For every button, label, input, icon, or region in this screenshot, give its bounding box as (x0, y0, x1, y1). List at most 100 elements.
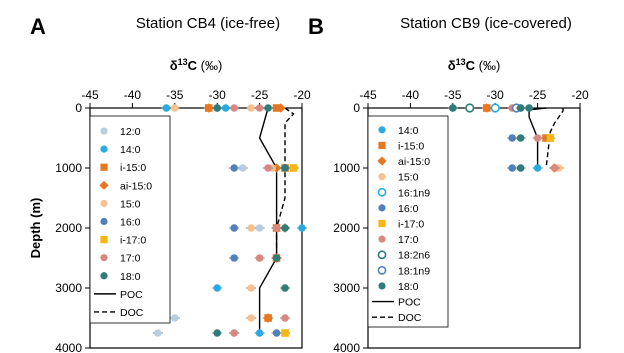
panel-a: A Station CB4 (ice-free) δ13C (‰) Depth (m)… (28, 14, 311, 353)
legend-marker (100, 199, 108, 208)
data-point-14-0 (162, 104, 171, 112)
x-axis-label: δ13C (‰) (170, 57, 223, 73)
data-point-15-0 (247, 314, 255, 322)
legend-marker (99, 180, 109, 190)
data-point-18-0 (213, 329, 221, 337)
data-point-14-0 (298, 224, 306, 232)
x-axis-label-delta: δ (170, 58, 178, 73)
data-point-18-2n6 (465, 103, 475, 113)
x-axis-label-c: C (188, 58, 198, 73)
x-axis-label-sup: 13 (178, 57, 188, 67)
data-point-16-1n9 (490, 103, 500, 113)
data-point-12-0 (255, 224, 264, 232)
data-point-17-0 (230, 329, 238, 337)
legend-marker (378, 235, 386, 243)
legend-marker (377, 265, 387, 275)
x-tick-label: -35 (444, 88, 462, 102)
data-point-16-0 (230, 224, 238, 232)
legend-marker (378, 141, 386, 150)
panel-b: B Station CB9 (ice-covered) δ13C (‰) -45 -40… (308, 14, 589, 353)
y-tick-label: 0 (353, 101, 360, 115)
y-tick-label: 4000 (55, 341, 82, 353)
panel-title: Station CB9 (ice-covered) (400, 15, 572, 32)
legend-marker (100, 127, 108, 135)
data-point-15-0 (171, 104, 179, 112)
data-point-15-0 (247, 284, 255, 292)
legend-marker (377, 187, 387, 197)
legend-label: DOC (398, 312, 422, 324)
legend-label: 16:0 (398, 203, 419, 215)
data-point-15-0 (247, 104, 255, 112)
legend-marker (100, 145, 108, 153)
legend-label: 18:2n6 (398, 250, 430, 262)
x-tick-label: -40 (124, 88, 142, 102)
x-tick-label: -25 (529, 88, 547, 102)
data-point-18-0 (525, 104, 533, 112)
y-tick-label: 2000 (333, 221, 360, 235)
x-tick-label: -30 (487, 88, 505, 102)
legend-marker (378, 282, 386, 290)
legend-label: 16:0 (120, 217, 141, 229)
x-tick-label: -30 (209, 88, 227, 102)
data-point-18-0 (449, 104, 457, 112)
poc-line (528, 107, 547, 168)
legend-label: i-17:0 (398, 219, 424, 231)
data-point-17-0 (255, 254, 264, 262)
x-tick-label: -40 (402, 88, 420, 102)
data-point-18-0 (281, 164, 289, 172)
legend-label: 18:0 (398, 281, 419, 293)
legend-label: 15:0 (398, 172, 419, 184)
data-point-ai-15-0 (263, 313, 273, 323)
data-point-18-0 (264, 104, 272, 112)
x-tick-label: -25 (251, 88, 269, 102)
data-point-i-17-0 (289, 164, 298, 172)
y-tick-label: 0 (75, 101, 82, 115)
data-point-17-0 (550, 164, 559, 172)
legend-label: i-15:0 (120, 162, 146, 174)
data-point-14-0 (533, 164, 542, 172)
data-point-12-0 (171, 314, 179, 322)
doc-line (275, 107, 295, 258)
data-point-18-0 (281, 284, 289, 292)
x-tick-label: -45 (359, 88, 377, 102)
data-point-17-0 (281, 314, 289, 322)
data-point-16-0 (230, 164, 238, 172)
data-point-16-0 (230, 254, 238, 262)
data-point-17-0 (255, 104, 264, 112)
legend-marker (377, 250, 387, 260)
y-tick-label: 3000 (55, 281, 82, 295)
legend-label: ai-15:0 (398, 156, 430, 168)
data-point-14-0 (213, 284, 221, 292)
x-tick-label: -20 (571, 88, 589, 102)
x-axis-label: δ13C (‰) (448, 57, 501, 73)
legend-marker (100, 235, 108, 244)
legend-label: i-15:0 (398, 140, 424, 152)
legend-marker (100, 254, 108, 262)
data-point-18-0 (516, 134, 525, 142)
doc-line (545, 108, 564, 169)
y-tick-label: 4000 (333, 341, 360, 353)
panel-title: Station CB4 (ice-free) (136, 15, 280, 32)
x-axis-label-c: C (466, 58, 476, 73)
legend-marker (378, 204, 386, 212)
data-point-i-17-0 (546, 134, 555, 142)
data-point-16-0 (508, 134, 516, 142)
legend-marker (100, 163, 108, 171)
data-point-14-0 (221, 104, 230, 112)
data-point-12-0 (238, 164, 247, 172)
legend-marker (100, 217, 108, 226)
legend-marker (377, 156, 387, 166)
data-point-ai-15-0 (276, 103, 286, 113)
x-axis-label-rest: (‰) (475, 58, 500, 73)
legend-marker (378, 126, 386, 134)
data-point-18-0 (516, 104, 525, 112)
data-point-17-0 (533, 134, 542, 142)
legend-label: ai-15:0 (120, 180, 152, 192)
data-point-15-0 (247, 224, 255, 232)
data-point-17-0 (230, 104, 238, 112)
x-axis-label-unit: C (‰) (466, 58, 501, 73)
panel-letter: B (308, 14, 324, 39)
data-point-12-0 (154, 329, 162, 337)
data-point-17-0 (264, 164, 272, 172)
